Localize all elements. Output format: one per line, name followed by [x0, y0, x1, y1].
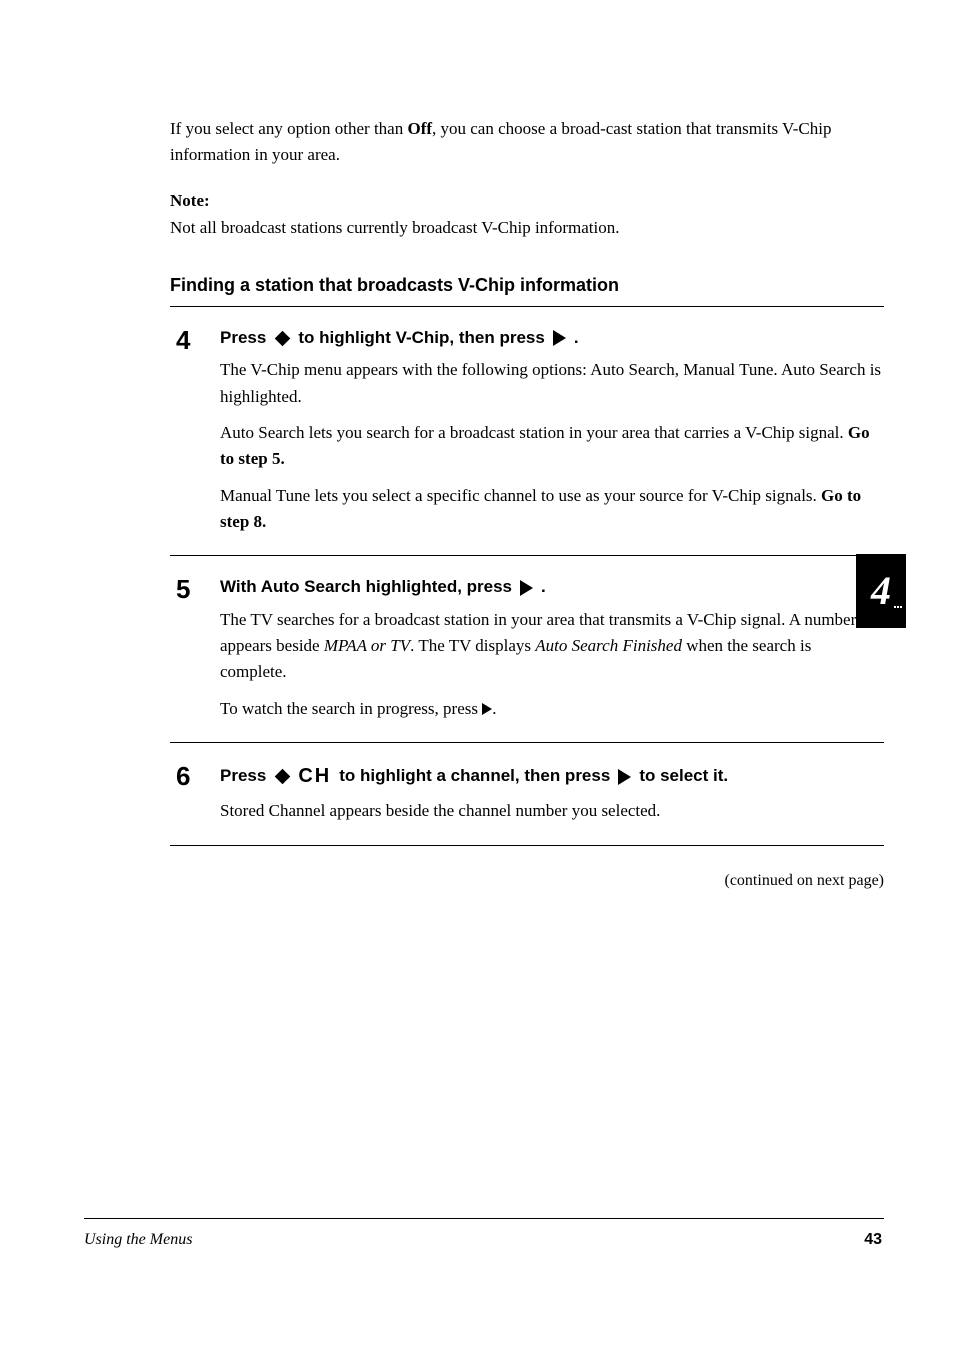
step-5-desc: The TV searches for a broadcast station … [220, 607, 882, 722]
step-4: 4 Press to highlight V-Chip, then press … [170, 307, 884, 555]
step-4-desc-2: Auto Search lets you search for a broadc… [220, 420, 882, 473]
step-5-lead-b: . [541, 574, 546, 600]
play-right-icon [618, 769, 631, 785]
step-6-number: 6 [176, 761, 204, 789]
note-label: Note: [170, 191, 884, 211]
ch-label: CH [298, 761, 331, 792]
page: If you select any option other than Off,… [0, 0, 954, 1349]
step-5-desc-2-prefix: To watch the search in progress, press [220, 699, 482, 718]
step-5-desc-1: The TV searches for a broadcast station … [220, 607, 882, 686]
footer-page-number: 43 [864, 1231, 882, 1249]
step-4-lead: Press to highlight V-Chip, then press . [220, 325, 882, 351]
step-4-desc-2a: Auto Search lets you search for a broadc… [220, 423, 848, 442]
step-6-lead-b: to highlight a channel, then press [339, 763, 610, 789]
chapter-tab: 4 [856, 554, 906, 628]
step-5-lead: With Auto Search highlighted, press . [220, 574, 882, 600]
step-6-lead-a: Press [220, 763, 266, 789]
intro-prefix: If you select any option other than [170, 119, 407, 138]
play-right-icon [553, 330, 566, 346]
step-6-desc: Stored Channel appears beside the channe… [220, 798, 882, 824]
step-4-lead-end: . [574, 325, 579, 351]
chapter-tab-number: 4 [871, 571, 891, 611]
chapter-tab-dots-icon [894, 606, 904, 610]
vertical-diamond-icon [274, 330, 290, 346]
step-5: 5 With Auto Search highlighted, press . … [170, 556, 884, 742]
step-6-lead: Press CH to highlight a channel, then pr… [220, 761, 882, 792]
step-6-lead-c: to select it. [639, 763, 728, 789]
step-4-desc-1: The V-Chip menu appears with the followi… [220, 357, 882, 410]
play-right-icon [482, 703, 492, 715]
step-5-desc-2-suffix: . [492, 699, 496, 718]
step-5-lead-a: With Auto Search highlighted, press [220, 574, 512, 600]
step-6-desc-text: Stored Channel appears beside the channe… [220, 798, 882, 824]
step-4-desc-3a: Manual Tune lets you select a specific c… [220, 486, 821, 505]
step-6: 6 Press CH to highlight a channel, then … [170, 743, 884, 844]
intro-bold: Off [407, 119, 432, 138]
note-body: Not all broadcast stations currently bro… [170, 215, 884, 241]
footer-title: Using the Menus [84, 1231, 192, 1249]
subheading-vchip-search: Finding a station that broadcasts V-Chip… [170, 275, 884, 296]
step-4-lead-mid: to highlight V-Chip, then press [298, 325, 545, 351]
intro-paragraph: If you select any option other than Off,… [170, 116, 884, 169]
step-5-desc-b: MPAA or TV [324, 636, 410, 655]
continued-note: (continued on next page) [170, 872, 884, 890]
step-5-desc-d: Auto Search Finished [535, 636, 682, 655]
step-5-desc-2: To watch the search in progress, press . [220, 696, 882, 722]
vertical-diamond-icon [274, 769, 290, 785]
step-4-number: 4 [176, 325, 204, 353]
step-4-lead-press: Press [220, 325, 266, 351]
step-5-desc-c: . The TV displays [410, 636, 535, 655]
play-right-icon [520, 580, 533, 596]
footer-rule [84, 1218, 884, 1219]
rule-below-step6 [170, 845, 884, 846]
step-4-desc-3: Manual Tune lets you select a specific c… [220, 483, 882, 536]
step-5-number: 5 [176, 574, 204, 602]
step-4-desc: The V-Chip menu appears with the followi… [220, 357, 882, 535]
